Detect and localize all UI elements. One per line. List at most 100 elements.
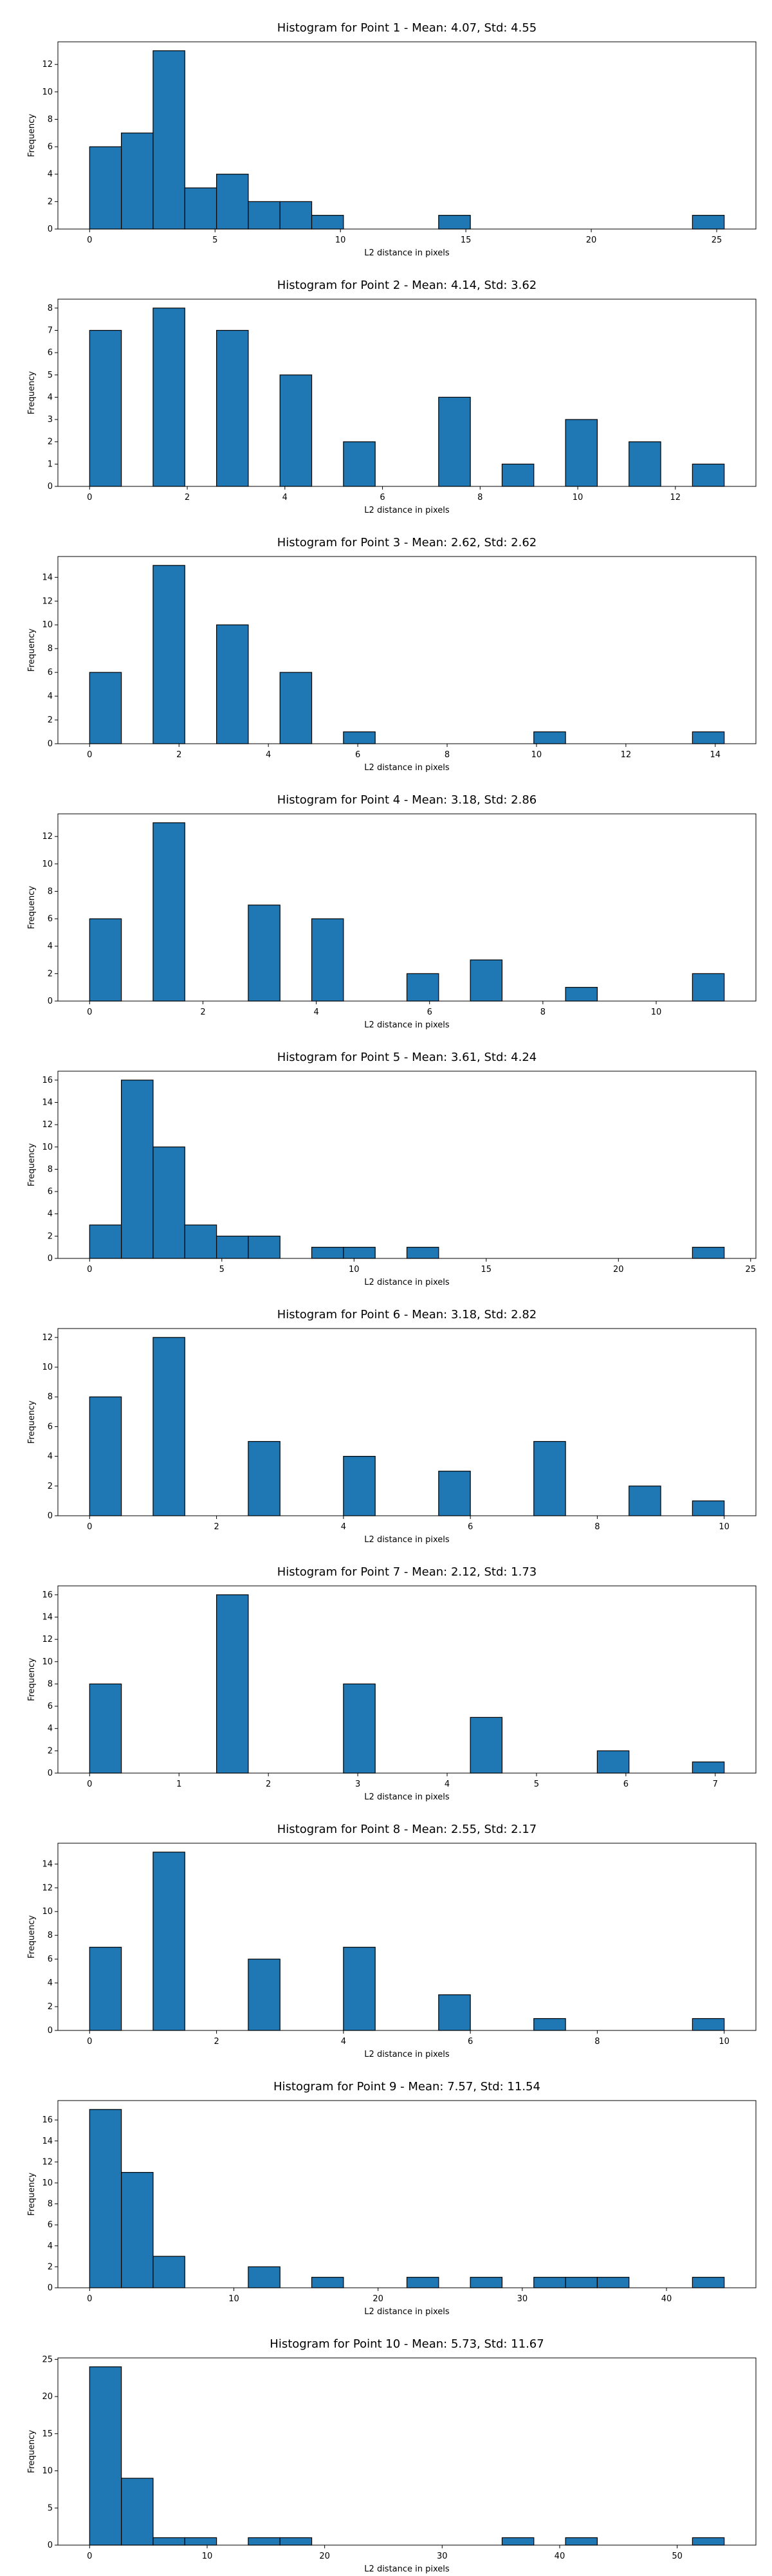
- y-tick-label: 25: [42, 2355, 53, 2364]
- y-tick-label: 0: [48, 739, 53, 749]
- bar: [470, 1716, 503, 1774]
- x-tick-label: 2: [185, 493, 190, 502]
- x-tick-label: 10: [349, 1265, 360, 1274]
- y-axis-label: Frequency: [27, 886, 37, 929]
- bar: [152, 2256, 185, 2288]
- x-tick-label: 2: [214, 2037, 219, 2047]
- bar: [89, 1947, 122, 2031]
- bar: [311, 215, 344, 230]
- y-tick-label: 2: [48, 2002, 53, 2012]
- y-tick-label: 2: [48, 715, 53, 725]
- bar: [692, 731, 725, 744]
- x-tick-label: 0: [87, 1780, 92, 1789]
- x-axis-label: L2 distance in pixels: [364, 1278, 450, 1287]
- bar: [121, 2478, 154, 2546]
- y-tick-label: 2: [48, 2262, 53, 2272]
- y-axis-label: Frequency: [27, 1143, 37, 1186]
- y-tick-label: 4: [48, 1452, 53, 1462]
- x-tick-label: 20: [372, 2294, 383, 2304]
- axes-frame: [57, 1328, 757, 1516]
- y-tick-label: 14: [42, 1098, 53, 1108]
- x-tick-label: 30: [437, 2552, 448, 2561]
- bar: [216, 329, 249, 487]
- bar: [692, 1247, 725, 1259]
- y-axis-label: Frequency: [27, 1401, 37, 1444]
- x-axis-label: L2 distance in pixels: [364, 763, 450, 773]
- x-tick-label: 2: [200, 1007, 205, 1017]
- x-tick-label: 0: [87, 1522, 92, 1532]
- y-tick-label: 12: [42, 1635, 53, 1644]
- x-tick-label: 6: [380, 493, 385, 502]
- x-tick-label: 5: [219, 1265, 225, 1274]
- bar: [533, 1440, 566, 1516]
- y-tick-label: 4: [48, 2241, 53, 2251]
- x-axis-label: L2 distance in pixels: [364, 2307, 450, 2317]
- axes-frame: [57, 41, 757, 230]
- x-tick-label: 8: [445, 750, 450, 760]
- y-tick-label: 4: [48, 1724, 53, 1734]
- bar: [501, 463, 535, 487]
- x-tick-label: 10: [719, 1522, 730, 1532]
- y-tick-label: 6: [48, 1187, 53, 1197]
- y-tick-label: 8: [48, 887, 53, 896]
- x-axis-label: L2 distance in pixels: [364, 1020, 450, 1030]
- bar: [311, 2277, 344, 2288]
- y-tick-label: 8: [48, 1392, 53, 1402]
- bar: [692, 2018, 725, 2031]
- bar: [152, 1146, 185, 1259]
- x-tick-label: 12: [670, 493, 681, 502]
- x-axis-label: L2 distance in pixels: [364, 248, 450, 258]
- x-tick-label: 10: [335, 235, 346, 245]
- bar: [692, 2537, 725, 2546]
- bar: [343, 731, 376, 744]
- y-tick-label: 0: [48, 2283, 53, 2293]
- y-tick-label: 12: [42, 1883, 53, 1893]
- y-tick-label: 2: [48, 437, 53, 447]
- x-tick-label: 1: [176, 1780, 181, 1789]
- bar: [152, 1852, 185, 2031]
- bar: [89, 146, 122, 230]
- y-tick-label: 0: [48, 1511, 53, 1521]
- axes-frame: [57, 1843, 757, 2031]
- x-axis-label: L2 distance in pixels: [364, 506, 450, 515]
- y-tick-label: 2: [48, 197, 53, 207]
- bar: [152, 1337, 185, 1516]
- x-tick-label: 6: [355, 750, 360, 760]
- x-tick-label: 40: [555, 2552, 565, 2561]
- bar: [406, 1247, 439, 1259]
- x-axis-label: L2 distance in pixels: [364, 2564, 450, 2573]
- y-tick-label: 2: [48, 1746, 53, 1756]
- bar: [279, 374, 313, 487]
- y-tick-label: 16: [42, 1590, 53, 1600]
- bar: [152, 50, 185, 230]
- y-tick-label: 10: [42, 620, 53, 630]
- bar: [343, 1456, 376, 1516]
- bar: [89, 918, 122, 1002]
- x-tick-label: 5: [534, 1780, 539, 1789]
- x-tick-label: 4: [282, 493, 288, 502]
- axes-frame: [57, 2100, 757, 2288]
- bar: [184, 1224, 217, 1259]
- axes-frame: [57, 1071, 757, 1259]
- x-tick-label: 20: [613, 1265, 624, 1274]
- bar: [216, 1235, 249, 1259]
- y-tick-label: 2: [48, 969, 53, 979]
- bar: [565, 2277, 598, 2288]
- y-tick-label: 8: [48, 644, 53, 654]
- y-tick-label: 14: [42, 2137, 53, 2146]
- y-tick-label: 0: [48, 1769, 53, 1778]
- y-tick-label: 6: [48, 1955, 53, 1964]
- y-tick-label: 14: [42, 573, 53, 582]
- y-tick-label: 4: [48, 942, 53, 952]
- bar: [248, 2537, 280, 2546]
- y-axis-label: Frequency: [27, 2430, 37, 2473]
- bar: [152, 565, 185, 744]
- x-axis-label: L2 distance in pixels: [364, 1792, 450, 1802]
- bar: [501, 2537, 535, 2546]
- x-tick-label: 15: [461, 235, 472, 245]
- x-tick-label: 20: [586, 235, 597, 245]
- y-axis-label: Frequency: [27, 371, 37, 414]
- y-tick-label: 10: [42, 2178, 53, 2188]
